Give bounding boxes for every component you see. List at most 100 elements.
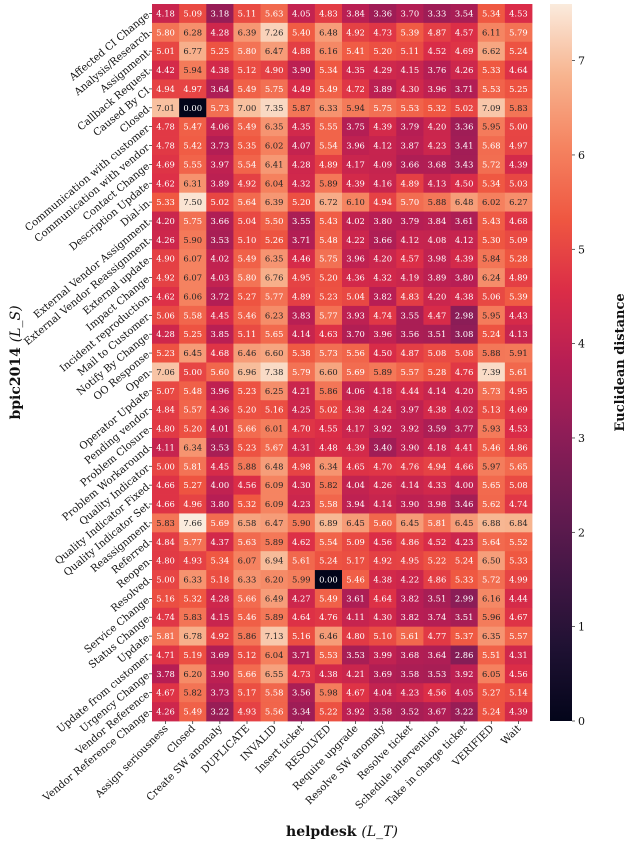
- heatmap-cell: [287, 362, 316, 382]
- heatmap-cell: [369, 287, 397, 307]
- heatmap-cell: [396, 551, 424, 571]
- heatmap-cell: [450, 702, 479, 722]
- cell-value-label: 3.36: [455, 122, 474, 132]
- cell-value-label: 5.24: [482, 707, 501, 717]
- cell-value-label: 5.25: [211, 46, 230, 56]
- cell-value-label: 4.53: [509, 424, 528, 434]
- heatmap-cell: [450, 249, 479, 269]
- cell-value-label: 4.74: [156, 612, 175, 622]
- cell-value-label: 7.35: [265, 103, 284, 113]
- cell-value-label: 5.53: [482, 84, 501, 94]
- heatmap-cell: [369, 305, 397, 326]
- heatmap-cell: [342, 22, 370, 43]
- heatmap-cell: [504, 287, 533, 307]
- heatmap-cell: [342, 154, 370, 175]
- x-axis-title: helpdesk (L_T): [286, 824, 398, 840]
- heatmap-cell: [233, 626, 261, 646]
- cell-value-label: 3.52: [401, 707, 420, 717]
- heatmap-cell: [287, 41, 316, 62]
- heatmap-cell: [206, 570, 234, 590]
- cell-value-label: 5.53: [319, 650, 338, 660]
- heatmap-cell: [504, 494, 533, 514]
- heatmap-cell: [450, 173, 479, 194]
- heatmap-cell: [233, 381, 261, 401]
- cell-value-label: 7.50: [183, 197, 202, 207]
- heatmap-cell: [477, 570, 506, 590]
- cell-value-label: 6.55: [265, 669, 284, 679]
- cell-value-label: 4.78: [156, 122, 175, 132]
- cell-value-label: 4.21: [292, 386, 311, 396]
- heatmap-cell: [314, 551, 343, 571]
- heatmap-cell: [287, 60, 316, 80]
- heatmap-cell: [152, 136, 180, 156]
- heatmap-cell: [477, 437, 506, 458]
- heatmap-cell: [504, 588, 533, 609]
- heatmap-cell: [206, 513, 234, 533]
- cell-value-label: 5.06: [482, 291, 501, 301]
- heatmap-cell: [260, 98, 289, 118]
- heatmap-cell: [260, 79, 289, 99]
- heatmap-cell: [342, 513, 370, 533]
- cell-value-label: 2.99: [455, 593, 474, 603]
- cell-value-label: 4.32: [373, 273, 392, 283]
- cell-value-label: 5.09: [509, 235, 528, 245]
- heatmap-cell: [369, 4, 397, 24]
- heatmap-cell: [396, 173, 424, 194]
- heatmap-cell: [369, 192, 397, 212]
- cell-value-label: 6.88: [482, 518, 501, 528]
- cell-value-label: 5.75: [373, 103, 392, 113]
- cell-value-label: 3.96: [428, 84, 447, 94]
- heatmap-cell: [260, 117, 289, 137]
- cell-value-label: 4.14: [401, 480, 420, 490]
- cell-value-label: 3.51: [428, 329, 447, 339]
- heatmap-cell: [314, 570, 343, 590]
- cell-value-label: 6.10: [346, 197, 365, 207]
- cell-value-label: 4.67: [346, 688, 365, 698]
- cell-value-label: 5.52: [509, 537, 528, 547]
- cell-value-label: 5.94: [346, 103, 365, 113]
- cell-value-label: 4.20: [455, 386, 474, 396]
- cell-value-label: 3.51: [428, 593, 447, 603]
- heatmap-cell: [260, 211, 289, 231]
- heatmap-cell: [342, 211, 370, 231]
- heatmap-cell: [179, 154, 207, 175]
- heatmap-cell: [233, 456, 261, 477]
- cell-value-label: 6.49: [265, 593, 284, 603]
- cell-value-label: 5.54: [319, 537, 338, 547]
- cell-value-label: 4.12: [373, 141, 392, 151]
- heatmap-cell: [314, 702, 343, 722]
- heatmap-cell: [369, 79, 397, 99]
- cell-value-label: 6.77: [183, 46, 202, 56]
- cell-value-label: 4.89: [292, 291, 311, 301]
- heatmap-cell: [477, 664, 506, 684]
- cell-value-label: 3.33: [428, 8, 447, 18]
- cell-value-label: 5.02: [319, 405, 338, 415]
- cell-value-label: 5.11: [238, 329, 257, 339]
- heatmap-cell: [152, 98, 180, 118]
- cell-value-label: 4.38: [428, 405, 447, 415]
- heatmap-cell: [287, 249, 316, 269]
- cell-value-label: 3.76: [428, 65, 447, 75]
- cell-value-label: 3.82: [401, 612, 420, 622]
- cell-value-label: 4.94: [156, 84, 175, 94]
- cell-value-label: 5.55: [183, 159, 202, 169]
- heatmap-cell: [477, 645, 506, 665]
- heatmap-cell: [179, 475, 207, 495]
- heatmap-cell: [504, 60, 533, 80]
- cell-value-label: 4.05: [455, 688, 474, 698]
- heatmap-cell: [423, 249, 451, 269]
- heatmap-cell: [450, 626, 479, 646]
- heatmap-cell: [179, 22, 207, 43]
- cell-value-label: 5.61: [509, 367, 528, 377]
- cell-value-label: 4.09: [373, 159, 392, 169]
- heatmap-cell: [179, 173, 207, 194]
- heatmap-cell: [287, 588, 316, 609]
- heatmap-cell: [450, 607, 479, 628]
- heatmap-cell: [260, 287, 289, 307]
- colorbar-tick-label: 6: [578, 149, 585, 162]
- cell-value-label: 4.95: [401, 556, 420, 566]
- cell-value-label: 3.53: [428, 669, 447, 679]
- heatmap-cell: [369, 551, 397, 571]
- heatmap-cell: [423, 513, 451, 533]
- heatmap-cell: [369, 381, 397, 401]
